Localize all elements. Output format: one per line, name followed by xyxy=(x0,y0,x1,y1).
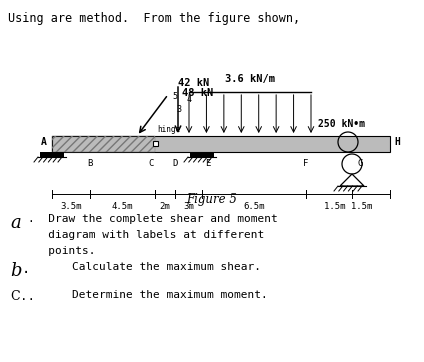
Text: F: F xyxy=(303,159,309,168)
Text: 3.5m: 3.5m xyxy=(60,202,82,211)
Text: 48 kN: 48 kN xyxy=(182,88,213,98)
Text: B: B xyxy=(87,159,93,168)
Bar xyxy=(190,152,214,157)
Text: H: H xyxy=(394,137,400,147)
Text: diagram with labels at different: diagram with labels at different xyxy=(28,230,264,240)
Text: 250 kN•m: 250 kN•m xyxy=(318,119,365,129)
Text: 3: 3 xyxy=(176,105,181,114)
Text: 4: 4 xyxy=(186,96,191,104)
Text: D: D xyxy=(172,159,178,168)
Text: C: C xyxy=(10,290,20,303)
Text: b: b xyxy=(10,262,22,280)
Text: 5: 5 xyxy=(172,92,177,101)
Text: .  Draw the complete shear and moment: . Draw the complete shear and moment xyxy=(28,214,278,224)
Text: 2m: 2m xyxy=(159,202,170,211)
Text: C: C xyxy=(148,159,153,168)
Text: Determine the maximum moment.: Determine the maximum moment. xyxy=(72,290,268,300)
Text: points.: points. xyxy=(28,246,95,256)
Bar xyxy=(40,152,64,157)
Text: G: G xyxy=(357,159,363,168)
Text: 42 kN: 42 kN xyxy=(178,79,209,88)
Text: ..: .. xyxy=(20,290,35,303)
Text: Using are method.  From the figure shown,: Using are method. From the figure shown, xyxy=(8,12,300,25)
Text: hinge: hinge xyxy=(157,125,180,134)
Text: 1.5m 1.5m: 1.5m 1.5m xyxy=(324,202,372,211)
Text: 3m: 3m xyxy=(183,202,194,211)
Text: .: . xyxy=(22,262,31,276)
Text: E: E xyxy=(205,159,211,168)
Text: A: A xyxy=(41,137,47,147)
Bar xyxy=(153,141,158,146)
Text: 3.6 kN/m: 3.6 kN/m xyxy=(225,74,275,84)
Bar xyxy=(52,136,155,152)
Text: a: a xyxy=(10,214,21,232)
Text: Calculate the maximum shear.: Calculate the maximum shear. xyxy=(72,262,261,272)
Text: 4.5m: 4.5m xyxy=(112,202,133,211)
Text: Figure 5: Figure 5 xyxy=(187,193,237,206)
Text: 6.5m: 6.5m xyxy=(243,202,265,211)
Bar xyxy=(52,136,390,152)
